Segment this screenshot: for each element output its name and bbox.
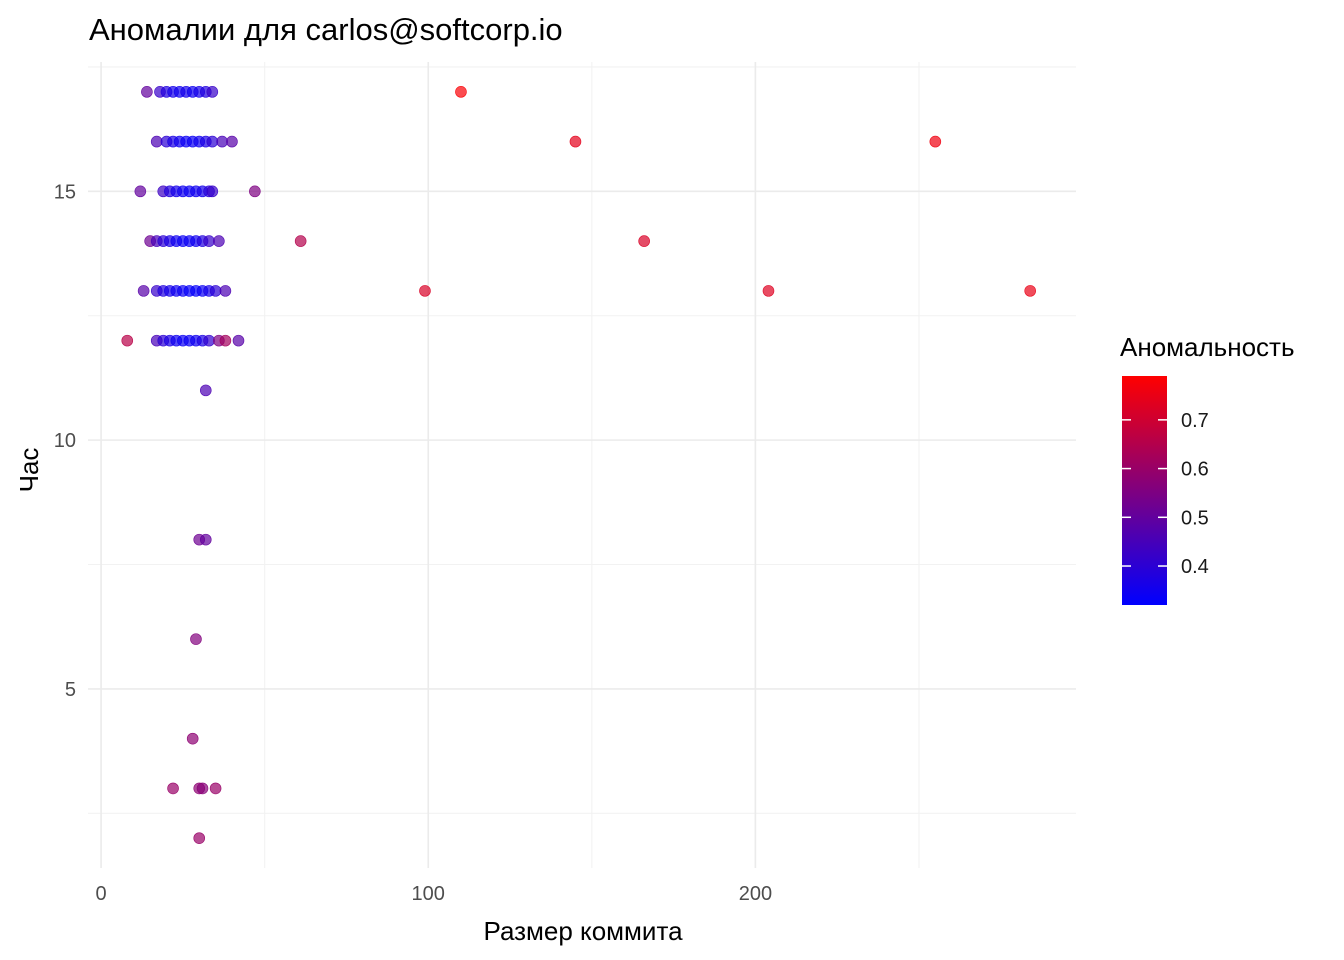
data-point <box>203 334 215 347</box>
data-point <box>762 285 775 297</box>
data-point <box>232 334 245 347</box>
data-point <box>199 533 212 546</box>
data-point <box>209 782 222 795</box>
data-point <box>206 86 219 98</box>
data-point <box>141 86 153 98</box>
data-point <box>219 285 232 297</box>
legend-tick-label: 0.4 <box>1181 556 1209 578</box>
data-point <box>206 185 219 198</box>
data-point <box>213 235 225 247</box>
data-point <box>190 633 202 645</box>
data-point <box>294 235 307 247</box>
data-point <box>638 235 650 247</box>
x-tick-label: 200 <box>739 883 772 905</box>
data-point <box>219 334 232 347</box>
legend-tick-label: 0.5 <box>1181 507 1209 529</box>
x-axis-title: Размер коммита <box>483 916 683 946</box>
legend-title: Аномальность <box>1120 332 1294 362</box>
legend-color-bar <box>1122 376 1167 605</box>
legend-tick-label: 0.6 <box>1181 459 1209 481</box>
data-point <box>196 782 209 795</box>
data-point <box>203 235 215 247</box>
data-point <box>206 135 219 148</box>
data-point <box>134 185 147 198</box>
data-point <box>150 135 163 148</box>
y-tick-label: 5 <box>65 679 76 701</box>
legend-ticks: 0.4 0.5 0.6 0.7 <box>1122 410 1209 578</box>
data-points <box>121 86 1036 844</box>
data-point <box>419 285 431 297</box>
data-point <box>121 334 134 347</box>
y-tick-label: 15 <box>54 181 76 203</box>
data-point <box>199 384 212 397</box>
y-axis-title: Час <box>14 448 44 493</box>
y-tick-label: 10 <box>54 430 76 452</box>
data-point <box>209 285 222 297</box>
x-axis-ticks: 0 100 200 <box>96 883 773 905</box>
data-point <box>216 135 228 148</box>
data-point <box>167 782 179 795</box>
data-point <box>186 732 199 745</box>
data-point <box>226 135 238 148</box>
color-legend: Аномальность 0.4 0.5 0.6 0.7 <box>1120 332 1294 605</box>
y-axis-ticks: 5 10 15 <box>54 181 76 701</box>
data-point <box>249 185 261 198</box>
x-tick-label: 100 <box>412 883 445 905</box>
x-tick-label: 0 <box>96 883 107 905</box>
data-point <box>137 285 150 297</box>
data-point <box>193 832 206 844</box>
data-point <box>1024 285 1036 297</box>
data-point <box>929 135 942 148</box>
legend-tick-label: 0.7 <box>1181 410 1209 432</box>
data-point <box>455 86 467 98</box>
data-point <box>569 135 582 148</box>
chart-title: Аномалии для carlos@softcorp.io <box>89 12 563 47</box>
grid <box>88 62 1076 868</box>
